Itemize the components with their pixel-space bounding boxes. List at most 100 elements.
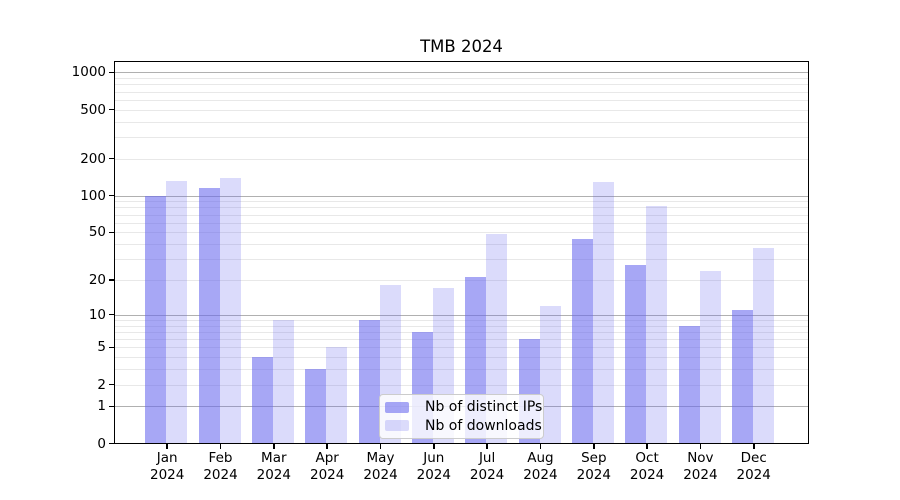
x-tick-mark <box>273 444 275 449</box>
y-axis-tick-label: 0 <box>97 435 106 452</box>
x-axis-tick-label: Sep 2024 <box>559 450 629 484</box>
y-tick-mark <box>109 383 114 386</box>
x-tick-mark <box>539 444 542 449</box>
y-tick-mark <box>109 405 114 407</box>
gridline-minor <box>114 369 809 370</box>
bar-distinct-ips-mar <box>252 357 273 444</box>
x-axis-tick-label: Jun 2024 <box>399 450 469 484</box>
y-axis-tick-label: 50 <box>88 224 106 241</box>
bar-downloads-apr <box>326 347 348 444</box>
gridline-minor <box>114 84 809 86</box>
x-tick-year: 2024 <box>469 467 505 483</box>
y-tick-mark <box>109 194 114 197</box>
bar-downloads-jan <box>166 180 188 444</box>
y-axis-tick-label: 2 <box>97 376 106 393</box>
x-axis-tick-label: Oct 2024 <box>612 450 682 484</box>
x-tick-year: 2024 <box>310 467 345 483</box>
gridline-minor <box>114 207 809 209</box>
x-axis-tick-label: Jan 2024 <box>132 450 202 484</box>
gridline-minor <box>114 384 809 386</box>
gridline-minor <box>114 214 809 216</box>
gridline-minor <box>114 232 809 234</box>
bar-distinct-ips-sep <box>572 239 593 444</box>
x-tick-year: 2024 <box>256 467 291 483</box>
y-tick-mark <box>109 231 114 233</box>
bar-downloads-sep <box>593 181 614 444</box>
x-tick-mark <box>326 444 328 449</box>
y-axis-tick-label: 1 <box>97 398 106 415</box>
x-axis-tick-label: Mar 2024 <box>239 450 309 484</box>
x-tick-month: Mar <box>261 450 287 466</box>
bar-downloads-aug <box>539 305 561 444</box>
x-tick-month: Feb <box>208 450 233 466</box>
y-axis-tick-label: 1000 <box>71 64 106 81</box>
bar-distinct-ips-may <box>358 319 380 444</box>
gridline-minor <box>114 136 809 138</box>
bar-downloads-oct <box>646 206 668 444</box>
y-tick-mark <box>109 71 114 74</box>
x-tick-year: 2024 <box>203 467 238 483</box>
x-tick-month: Sep <box>581 450 607 466</box>
bar-downloads-mar <box>273 319 294 444</box>
y-axis-tick-label: 5 <box>97 339 106 356</box>
x-tick-month: Jan <box>156 450 178 466</box>
x-tick-mark <box>646 444 648 449</box>
gridline-minor <box>114 331 809 333</box>
x-tick-mark <box>753 444 755 449</box>
x-tick-month: Apr <box>315 450 339 466</box>
bar-distinct-ips-feb <box>198 187 220 444</box>
x-tick-year: 2024 <box>629 467 665 483</box>
legend-entry-distinct-ips: Nb of distinct IPs <box>385 398 543 416</box>
legend-swatch-downloads <box>385 420 409 432</box>
x-tick-month: Aug <box>527 450 554 466</box>
x-axis-tick-label: May 2024 <box>346 450 416 484</box>
x-tick-month: Jul <box>478 450 496 466</box>
x-tick-month: Dec <box>740 450 767 466</box>
bar-distinct-ips-apr <box>305 369 327 444</box>
gridline-minor <box>114 158 809 160</box>
legend: Nb of distinct IPs Nb of downloads <box>379 394 544 439</box>
gridline-minor <box>114 259 809 260</box>
gridline-minor <box>114 91 809 93</box>
bar-distinct-ips-dec <box>731 310 753 444</box>
legend-label-distinct-ips: Nb of distinct IPs <box>425 399 543 416</box>
bar-downloads-dec <box>752 248 774 444</box>
gridline-minor <box>114 347 809 349</box>
x-tick-mark <box>219 444 222 449</box>
x-tick-year: 2024 <box>576 467 611 483</box>
x-tick-year: 2024 <box>523 467 558 483</box>
x-tick-year: 2024 <box>150 467 185 483</box>
x-tick-mark <box>486 444 488 449</box>
legend-label-downloads: Nb of downloads <box>425 417 542 434</box>
gridline-major <box>114 72 809 74</box>
x-tick-mark <box>593 444 595 449</box>
gridline-minor <box>114 319 809 321</box>
x-tick-month: Oct <box>635 450 659 466</box>
x-tick-mark <box>166 444 168 449</box>
y-tick-mark <box>109 442 114 445</box>
gridline-minor <box>114 78 809 79</box>
x-axis-tick-label: Aug 2024 <box>505 450 575 484</box>
y-axis-tick-label: 200 <box>80 150 106 167</box>
x-axis-tick-label: Feb 2024 <box>186 450 256 484</box>
gridline-major <box>114 195 809 197</box>
plot-area <box>114 61 809 444</box>
chart-title: TMB 2024 <box>420 37 503 56</box>
x-axis-tick-label: Apr 2024 <box>292 450 362 484</box>
x-tick-month: Nov <box>687 450 714 466</box>
y-tick-mark <box>109 157 114 160</box>
y-axis-tick-label: 10 <box>88 306 106 323</box>
gridline-major <box>114 314 809 316</box>
y-axis-tick-label: 20 <box>88 271 106 288</box>
x-tick-mark <box>699 444 702 449</box>
y-axis-tick-label: 500 <box>80 101 106 118</box>
bar-downloads-feb <box>219 178 241 444</box>
bar-distinct-ips-jan <box>145 195 167 444</box>
x-tick-month: Jun <box>423 450 445 466</box>
x-tick-month: May <box>366 450 395 466</box>
bar-downloads-nov <box>699 270 721 444</box>
x-tick-year: 2024 <box>363 467 398 483</box>
gridline-minor <box>114 325 809 327</box>
gridline-minor <box>114 121 809 123</box>
